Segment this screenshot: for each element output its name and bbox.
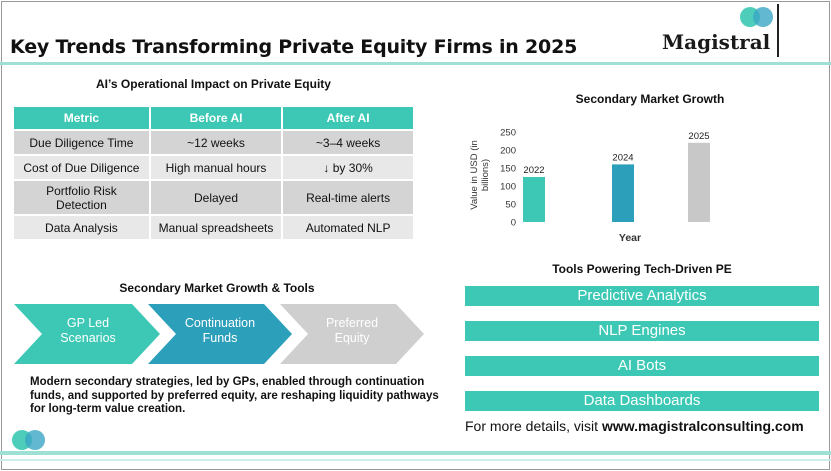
- bar-2022: [523, 177, 545, 222]
- bar-2025: [688, 142, 710, 222]
- ai-impact-table: Metric Before AI After AI Due Diligence …: [12, 105, 415, 241]
- column-header-after-ai: After AI: [283, 107, 413, 129]
- cell-before: Delayed: [150, 181, 282, 214]
- secondary-tools-heading: Secondary Market Growth & Tools: [119, 281, 315, 295]
- bar-label-2024: 2024: [612, 152, 633, 163]
- logo-text: Magistral: [662, 30, 771, 54]
- y-axis-label-line2: billions): [480, 159, 491, 191]
- tool-predictive-analytics: Predictive Analytics: [465, 286, 819, 306]
- table-row: Due Diligence Time ~12 weeks ~3–4 weeks: [14, 131, 413, 154]
- column-header-metric: Metric: [14, 107, 149, 129]
- y-tick-label: 50: [505, 200, 516, 211]
- y-tick-label: 200: [500, 146, 516, 157]
- cell-metric: Data Analysis: [14, 216, 149, 239]
- cell-metric: Portfolio Risk Detection: [14, 181, 149, 214]
- footer-url[interactable]: www.magistralconsulting.com: [601, 418, 804, 434]
- process-chevrons: [14, 304, 424, 364]
- footer-rule: [0, 451, 831, 455]
- chevron-step-1: [14, 304, 160, 364]
- table-row: Data Analysis Manual spreadsheets Automa…: [14, 216, 413, 239]
- cell-after: ~3–4 weeks: [283, 131, 413, 154]
- bar-label-2025: 2025: [688, 131, 709, 142]
- cell-before: High manual hours: [150, 156, 282, 179]
- step-continuation-funds: Continuation Funds: [170, 316, 270, 346]
- cell-after: Real-time alerts: [283, 181, 413, 214]
- bar-label-2022: 2022: [523, 165, 544, 176]
- y-tick-label: 250: [500, 128, 516, 139]
- step-label-line: GP Led: [66, 316, 110, 330]
- cell-after: Automated NLP: [283, 216, 413, 239]
- logo-mark-icon: [740, 7, 773, 27]
- bar-2024: [612, 164, 634, 222]
- footer-prefix: For more details, visit: [465, 418, 602, 434]
- footer-note: For more details, visit www.magistralcon…: [465, 418, 804, 434]
- logo-divider: [777, 4, 779, 57]
- step-label-line: Scenarios: [60, 331, 116, 345]
- cell-after: ↓ by 30%: [283, 156, 413, 179]
- tools-heading: Tools Powering Tech-Driven PE: [552, 262, 732, 276]
- column-header-before-ai: Before AI: [150, 107, 282, 129]
- cell-before: Manual spreadsheets: [150, 216, 282, 239]
- chart-title: Secondary Market Growth: [575, 92, 725, 106]
- footer-rule-secondary: [0, 459, 831, 461]
- step-label-line: Equity: [334, 331, 370, 345]
- step-preferred-equity: Preferred Equity: [302, 316, 402, 346]
- secondary-description: Modern secondary strategies, led by GPs,…: [30, 376, 439, 415]
- tool-nlp-engines: NLP Engines: [465, 321, 819, 341]
- step-gp-led: GP Led Scenarios: [38, 316, 138, 346]
- table-row: Portfolio Risk Detection Delayed Real-ti…: [14, 181, 413, 214]
- tool-data-dashboards: Data Dashboards: [465, 391, 819, 411]
- table-row: Cost of Due Diligence High manual hours …: [14, 156, 413, 179]
- page-title: Key Trends Transforming Private Equity F…: [10, 36, 578, 58]
- y-tick-label: 0: [511, 218, 516, 229]
- y-tick-label: 150: [500, 164, 516, 175]
- step-label-line: Funds: [202, 331, 238, 345]
- header-rule: [0, 62, 831, 65]
- cell-metric: Due Diligence Time: [14, 131, 149, 154]
- chevron-step-3: [280, 304, 424, 364]
- y-axis-label: Value in USD (in: [469, 140, 480, 210]
- logo-mark-small-icon: [12, 430, 45, 450]
- tool-ai-bots: AI Bots: [465, 356, 819, 376]
- secondary-market-chart: 0 50 100 150 200 250 Value in USD (in billions)…: [469, 128, 710, 244]
- x-axis-label: Year: [619, 232, 641, 244]
- step-label-line: Preferred: [325, 316, 379, 330]
- step-label-line: Continuation: [184, 316, 256, 330]
- cell-before: ~12 weeks: [150, 131, 282, 154]
- y-tick-label: 100: [500, 182, 516, 193]
- cell-metric: Cost of Due Diligence: [14, 156, 149, 179]
- chevron-step-2: [148, 304, 292, 364]
- ai-impact-heading: AI’s Operational Impact on Private Equit…: [96, 77, 331, 91]
